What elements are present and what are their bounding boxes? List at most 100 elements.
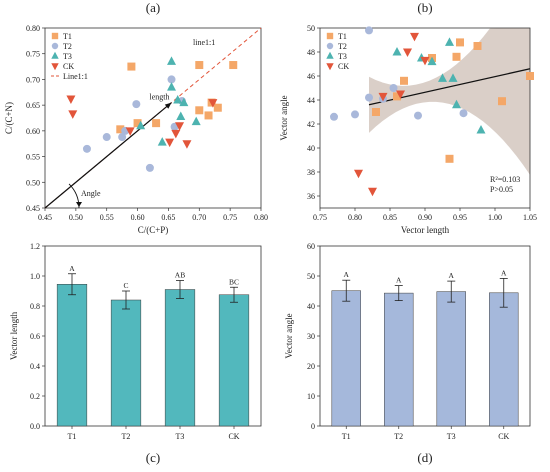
- x-tick-label: 0.90: [418, 213, 432, 222]
- data-point: [175, 122, 185, 131]
- data-point: [459, 109, 468, 118]
- data-point: [179, 97, 189, 107]
- y-tick-label: 1.0: [30, 272, 40, 281]
- x-tick-label: T2: [122, 432, 131, 441]
- data-point: [171, 129, 181, 139]
- legend-marker: [51, 32, 59, 40]
- x-tick-label: T1: [342, 432, 351, 441]
- legend-label: T1: [63, 32, 72, 41]
- legend-marker: [326, 32, 334, 40]
- series-t3: [136, 56, 201, 146]
- legend-marker: [326, 51, 334, 59]
- y-tick-label: 0.65: [26, 101, 40, 110]
- data-point: [365, 93, 373, 102]
- data-point: [208, 99, 218, 108]
- data-point: [452, 99, 461, 109]
- confidence-band: [369, 28, 530, 175]
- y-axis-title: Vector angle: [284, 313, 294, 358]
- x-tick-label: 0.80: [254, 213, 268, 222]
- legend-label: T3: [63, 52, 72, 61]
- data-point: [420, 56, 430, 66]
- x-axis-title: C/(C+P): [138, 225, 169, 235]
- data-point: [452, 52, 461, 61]
- data-point: [125, 127, 135, 136]
- angle-arc-arrowhead: [76, 202, 82, 207]
- significance-letter: C: [123, 281, 128, 290]
- x-tick-label: 0.75: [313, 213, 327, 222]
- data-point: [167, 82, 177, 91]
- y-tick-label: 46: [307, 72, 315, 81]
- data-point: [136, 120, 146, 130]
- bar-t1: [56, 284, 88, 427]
- y-tick-label: 36: [307, 192, 315, 201]
- vector-arrowhead: [164, 102, 172, 109]
- y-tick-label: 0.45: [26, 204, 40, 213]
- data-point: [182, 140, 192, 149]
- y-tick-label: 30: [307, 332, 315, 341]
- y-tick-label: 40: [307, 302, 315, 311]
- data-point: [173, 95, 183, 104]
- y-tick-label: 0: [311, 422, 315, 431]
- data-point: [330, 112, 338, 121]
- data-point: [204, 111, 213, 120]
- panel-label: (d): [417, 450, 432, 465]
- panel-a: (a) 0.45 0.50 0.55 0.60 0.65 0.70 0.75 0.80 0.45 0…: [4, 0, 268, 235]
- y-tick-label: 42: [307, 120, 315, 129]
- series-t3: [392, 37, 486, 134]
- series-ck: [354, 32, 430, 197]
- bar-ck: [489, 292, 519, 427]
- data-point: [118, 133, 127, 142]
- legend-label: Line1:1: [63, 72, 88, 81]
- x-tick-label: 0.50: [69, 213, 83, 222]
- significance-letter: BC: [229, 277, 239, 286]
- y-tick-label: 10: [307, 392, 315, 401]
- x-tick-label: T3: [176, 432, 185, 441]
- data-point: [473, 42, 482, 50]
- bar-t2: [384, 292, 414, 427]
- data-point: [445, 154, 454, 163]
- legend-label: CK: [63, 62, 74, 71]
- y-tick-label: 60: [307, 242, 315, 251]
- significance-letter: A: [69, 264, 75, 273]
- data-point: [229, 61, 238, 70]
- panel-d: (d) 0 10 20 30 40 50 60 Vector angle A T1 A T2 A T3 A CK: [284, 242, 531, 465]
- data-point: [403, 48, 412, 57]
- data-point: [368, 187, 377, 197]
- legend-marker: [326, 63, 334, 71]
- x-tick-label: 1.00: [488, 213, 502, 222]
- significance-letter: AB: [175, 271, 185, 280]
- bar-ck: [218, 294, 250, 427]
- y-tick-label: 0.2: [30, 392, 40, 401]
- data-point: [414, 111, 422, 120]
- y-tick-label: 44: [307, 96, 315, 105]
- bar-t1: [331, 290, 361, 427]
- data-point: [176, 111, 186, 120]
- legend-marker: [51, 42, 59, 50]
- data-point: [167, 75, 176, 84]
- x-tick-label: 0.55: [100, 213, 114, 222]
- data-point: [476, 125, 486, 134]
- data-point: [372, 108, 380, 116]
- y-tick-label: 0.55: [26, 153, 40, 162]
- y-tick-label: 0.70: [26, 75, 40, 84]
- data-point: [68, 110, 78, 119]
- data-point: [392, 47, 402, 56]
- y-tick-label: 0.6: [30, 332, 40, 341]
- angle-label: Angle: [81, 189, 101, 198]
- x-tick-label: 0.45: [38, 213, 52, 222]
- y-tick-label: 40: [307, 144, 315, 153]
- x-tick-label: CK: [228, 432, 239, 441]
- legend-label: T3: [338, 52, 347, 61]
- legend-label: CK: [338, 62, 349, 71]
- x-tick-label: T1: [68, 432, 77, 441]
- vector-arrow: [44, 102, 172, 209]
- x-tick-label: 1.05: [523, 213, 537, 222]
- y-tick-label: 0.75: [26, 50, 40, 59]
- data-point: [498, 97, 506, 106]
- y-tick-label: 0.0: [30, 422, 40, 431]
- y-axis-title: C/(C+N): [4, 102, 14, 134]
- x-tick-label: 0.80: [348, 213, 362, 222]
- legend-label: T1: [338, 32, 347, 41]
